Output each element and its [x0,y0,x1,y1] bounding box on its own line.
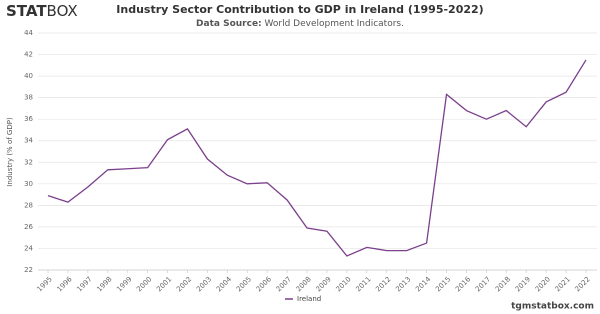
x-tick-label: 2012 [374,275,392,293]
x-tick-label: 2014 [414,275,433,294]
y-tick-label: 28 [24,201,33,209]
y-tick-label: 34 [24,137,33,145]
x-tick-label: 2004 [215,275,234,294]
x-tick-label: 2005 [235,275,253,293]
x-tick-label: 2018 [494,275,512,293]
x-tick-label: 1998 [95,275,113,293]
y-tick-label: 38 [24,94,33,102]
x-tick-label: 2015 [434,275,452,293]
x-tick-label: 2019 [514,275,532,293]
logo-light: BOX [47,2,78,20]
y-tick-label: 32 [24,158,33,166]
x-tick-label: 1996 [55,275,74,294]
subtitle-text: World Development Indicators. [265,19,404,29]
footer: tgmstatbox.com [511,302,594,312]
y-tick-label: 24 [24,244,33,252]
y-tick-label: 26 [24,223,33,231]
x-tick-label: 1999 [115,275,133,293]
x-tick-label: 1997 [75,275,93,293]
line [47,59,587,257]
subtitle: Data Source: World Development Indicator… [196,19,404,29]
y-axis-label: Industry (% of GDP) [6,117,14,187]
x-tick-label: 2007 [275,275,293,293]
x-tick-label: 2010 [334,275,352,293]
x-tick-label: 2006 [255,275,274,294]
logo: STATBOX [6,2,78,20]
x-tick-label: 1995 [36,275,54,293]
x-tick-label: 2003 [195,275,213,293]
legend-label: Ireland [297,295,321,303]
y-tick-label: 42 [24,51,33,59]
x-tick-label: 2001 [155,275,173,293]
x-tick-label: 2021 [554,275,572,293]
x-tick-label: 2022 [574,275,592,293]
x-tick-label: 2020 [534,275,552,293]
x-tick-label: 2011 [354,275,372,293]
x-tick-label: 2008 [295,275,313,293]
chart-title: Industry Sector Contribution to GDP in I… [116,3,483,16]
y-tick-label: 40 [24,72,33,80]
y-tick-label: 22 [24,266,33,274]
x-tick-label: 2000 [135,275,153,293]
x-tick-label: 2013 [394,275,412,293]
logo-bold: STAT [6,2,47,20]
subtitle-label: Data Source: [196,19,262,29]
x-tick-label: 2016 [454,275,473,294]
x-tick-label: 2017 [474,275,492,293]
x-tick-label: 2002 [175,275,193,293]
y-tick-label: 44 [24,29,33,37]
y-tick-label: 36 [24,115,33,123]
y-tick-label: 30 [24,180,33,188]
x-tick-label: 2009 [315,275,333,293]
